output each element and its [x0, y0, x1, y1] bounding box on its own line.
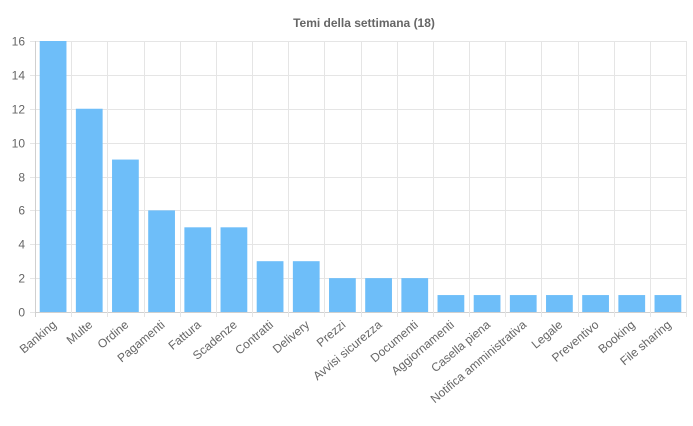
bar-fattura	[184, 227, 212, 312]
bar-notifica-amministrativa	[509, 295, 537, 312]
x-tick-label: Contratti	[232, 318, 276, 358]
bar-delivery	[292, 261, 320, 312]
bar-contratti	[256, 261, 284, 312]
y-tick-label: 12	[12, 103, 26, 117]
bar-casella-piena	[473, 295, 501, 312]
y-tick-label: 2	[18, 272, 25, 286]
bar-ordine	[112, 159, 139, 312]
bar-multe	[75, 108, 103, 312]
bar-pagamenti	[148, 210, 175, 313]
bar-documenti	[401, 278, 429, 313]
y-tick-label: 10	[12, 137, 26, 151]
x-axis-ticks: Banking Multe OrdinePagamentiFatturaScaden…	[17, 317, 674, 406]
bar-preventivo	[582, 295, 609, 312]
y-tick-label: 6	[18, 204, 25, 218]
y-tick-label: 16	[12, 35, 26, 49]
x-tick-label: Banking	[17, 318, 59, 357]
x-tick-label: Delivery	[270, 318, 312, 357]
grid	[30, 41, 687, 317]
bar-booking	[618, 295, 646, 312]
y-tick-label: 0	[18, 306, 25, 320]
x-tick-label: Multe	[64, 317, 96, 347]
bars	[39, 41, 682, 313]
bar-scadenze	[220, 227, 248, 312]
bar-avvisi-sicurezza	[365, 278, 392, 313]
y-tick-label: 8	[18, 171, 25, 185]
y-tick-label: 14	[12, 69, 26, 83]
chart-title: Temi della settimana (18)	[293, 16, 435, 30]
bar-legale	[546, 295, 573, 312]
bar-banking	[39, 41, 67, 312]
y-tick-label: 4	[18, 238, 25, 252]
bar-file-sharing	[654, 295, 682, 312]
bar-aggiornamenti	[437, 295, 465, 312]
y-axis-ticks: 0 2 4 6 8 10 12 14 16	[12, 35, 26, 320]
bar-prezzi	[329, 278, 356, 313]
